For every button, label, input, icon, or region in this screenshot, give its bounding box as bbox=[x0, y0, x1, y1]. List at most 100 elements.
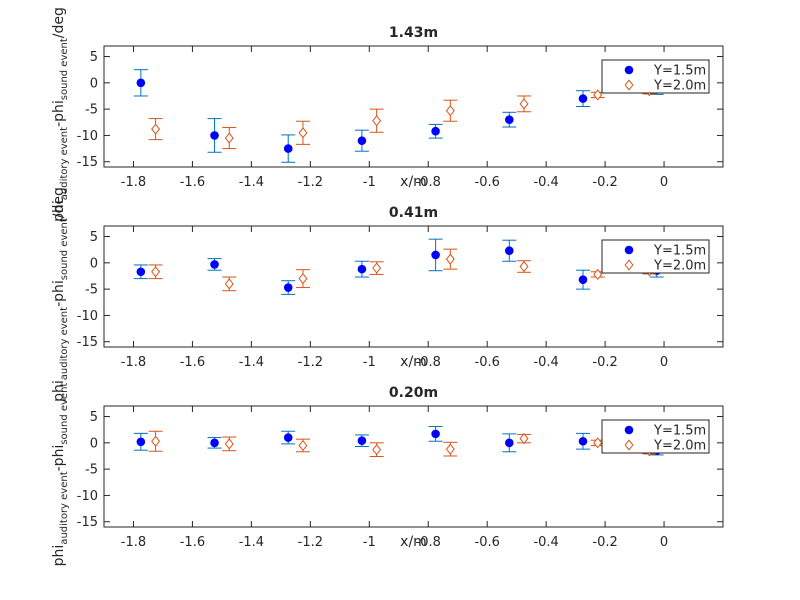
y-tick-label: -10 bbox=[77, 309, 98, 324]
legend: Y=1.5mY=2.0m bbox=[601, 239, 710, 274]
data-point bbox=[136, 78, 146, 88]
panel-3: -1.8 -1.6 -1.4 -1.2 -1 -0.8 -0.6 -0.4 -0.2 0 -15 -1… bbox=[51, 383, 724, 567]
data-point bbox=[283, 144, 293, 153]
data-point bbox=[578, 436, 588, 446]
y-tick-label: 5 bbox=[90, 230, 98, 245]
y-tick-label: -5 bbox=[85, 463, 98, 478]
y-tick-label: 5 bbox=[90, 50, 98, 65]
x-tick-label: 0 bbox=[660, 175, 668, 190]
y-label-part: -phi bbox=[51, 445, 67, 472]
data-point bbox=[372, 444, 382, 456]
data-point bbox=[431, 429, 440, 439]
x-tick-label: -1.8 bbox=[121, 535, 146, 550]
y-label-part: sound event bbox=[59, 218, 70, 280]
y-tick-label: 5 bbox=[90, 410, 98, 425]
legend: Y=1.5mY=2.0m bbox=[601, 419, 710, 454]
x-tick-label: -1.6 bbox=[180, 175, 205, 190]
legend-marker bbox=[624, 425, 634, 435]
x-tick-label: -0.6 bbox=[475, 355, 500, 370]
data-point bbox=[445, 443, 455, 455]
x-tick-label: -1 bbox=[363, 535, 376, 550]
legend-marker bbox=[624, 65, 634, 75]
y-tick-label: -10 bbox=[77, 489, 98, 504]
x-tick-label: -1.6 bbox=[180, 355, 205, 370]
data-point bbox=[283, 283, 293, 292]
y-axis-label: phiauditory event-phisound event bbox=[51, 383, 70, 567]
panel-2: -1.8 -1.6 -1.4 -1.2 -1 -0.8 -0.6 -0.4 -0.2 0 -15 -1… bbox=[51, 187, 724, 402]
x-tick-label: -1.2 bbox=[298, 175, 323, 190]
data-point bbox=[151, 123, 161, 135]
data-point bbox=[136, 267, 146, 277]
x-tick-label: -1 bbox=[363, 175, 376, 190]
data-point bbox=[357, 264, 367, 274]
legend-label: Y=1.5m bbox=[653, 64, 706, 79]
data-point bbox=[372, 262, 382, 274]
y-tick-label: 0 bbox=[90, 256, 98, 271]
legend-box bbox=[601, 239, 710, 274]
data-point bbox=[298, 439, 308, 452]
series-Y=1.5m bbox=[133, 69, 664, 163]
x-tick-label: -0.8 bbox=[416, 535, 441, 550]
legend-box bbox=[601, 59, 710, 94]
data-point bbox=[593, 268, 603, 281]
data-point bbox=[519, 433, 529, 445]
x-axis-label: x/m bbox=[400, 534, 427, 550]
x-tick-label: -1.2 bbox=[298, 355, 323, 370]
data-point bbox=[151, 266, 161, 278]
legend-box bbox=[601, 419, 710, 454]
data-point bbox=[210, 438, 219, 448]
y-label-part: -phi bbox=[51, 100, 67, 127]
data-point bbox=[357, 136, 367, 145]
panel-title: 0.20m bbox=[389, 385, 438, 401]
data-point bbox=[298, 273, 308, 285]
x-tick-label: -1.8 bbox=[121, 175, 146, 190]
x-tick-label: 0 bbox=[660, 355, 668, 370]
panel-title: 0.41m bbox=[389, 205, 438, 221]
y-tick-label: 0 bbox=[90, 436, 98, 451]
x-tick-label: -0.2 bbox=[592, 355, 617, 370]
data-point bbox=[504, 246, 514, 256]
data-point bbox=[224, 278, 234, 290]
legend-label: Y=1.5m bbox=[653, 244, 706, 259]
panel-title: 1.43m bbox=[389, 25, 438, 41]
data-point bbox=[519, 260, 529, 273]
data-point bbox=[224, 438, 234, 450]
x-tick-label: -0.8 bbox=[416, 355, 441, 370]
x-tick-label: -0.2 bbox=[592, 175, 617, 190]
legend-marker bbox=[624, 245, 634, 255]
data-point bbox=[593, 437, 603, 449]
data-point bbox=[445, 253, 455, 265]
y-label-part: auditory event bbox=[59, 127, 70, 200]
data-point bbox=[504, 438, 514, 448]
x-tick-label: -1.4 bbox=[239, 355, 264, 370]
data-point bbox=[224, 132, 234, 144]
data-point bbox=[210, 131, 219, 140]
axes-box bbox=[103, 45, 724, 168]
legend-marker bbox=[624, 79, 634, 91]
x-tick-label: -1.6 bbox=[180, 535, 205, 550]
data-point bbox=[210, 260, 219, 269]
data-point bbox=[578, 94, 588, 103]
y-label-part: /deg bbox=[51, 7, 67, 38]
x-axis-label: x/m bbox=[400, 354, 427, 370]
y-label-part: sound event bbox=[59, 383, 70, 445]
y-tick-label: -5 bbox=[85, 283, 98, 298]
y-tick-label: -15 bbox=[77, 515, 98, 530]
y-tick-label: 0 bbox=[90, 76, 98, 91]
x-tick-label: -1 bbox=[363, 355, 376, 370]
y-axis-label: phiauditory event-phisound event/deg bbox=[51, 7, 70, 222]
x-tick-label: -0.4 bbox=[533, 175, 558, 190]
y-label-part: phi bbox=[51, 545, 67, 567]
y-label-part: /deg bbox=[51, 187, 67, 218]
axes-box bbox=[103, 405, 724, 528]
data-point bbox=[593, 89, 603, 101]
y-label-part: sound event bbox=[59, 38, 70, 100]
legend-marker bbox=[624, 439, 634, 451]
panel-1: -1.8 -1.6 -1.4 -1.2 -1 -0.8 -0.6 -0.4 -0.2 0 -15 -1… bbox=[51, 7, 724, 222]
x-tick-label: -1.4 bbox=[239, 175, 264, 190]
legend-marker bbox=[624, 259, 634, 271]
data-point bbox=[372, 115, 382, 127]
y-label-part: phi bbox=[51, 200, 67, 222]
y-tick-label: -15 bbox=[77, 335, 98, 350]
data-point bbox=[578, 275, 588, 284]
